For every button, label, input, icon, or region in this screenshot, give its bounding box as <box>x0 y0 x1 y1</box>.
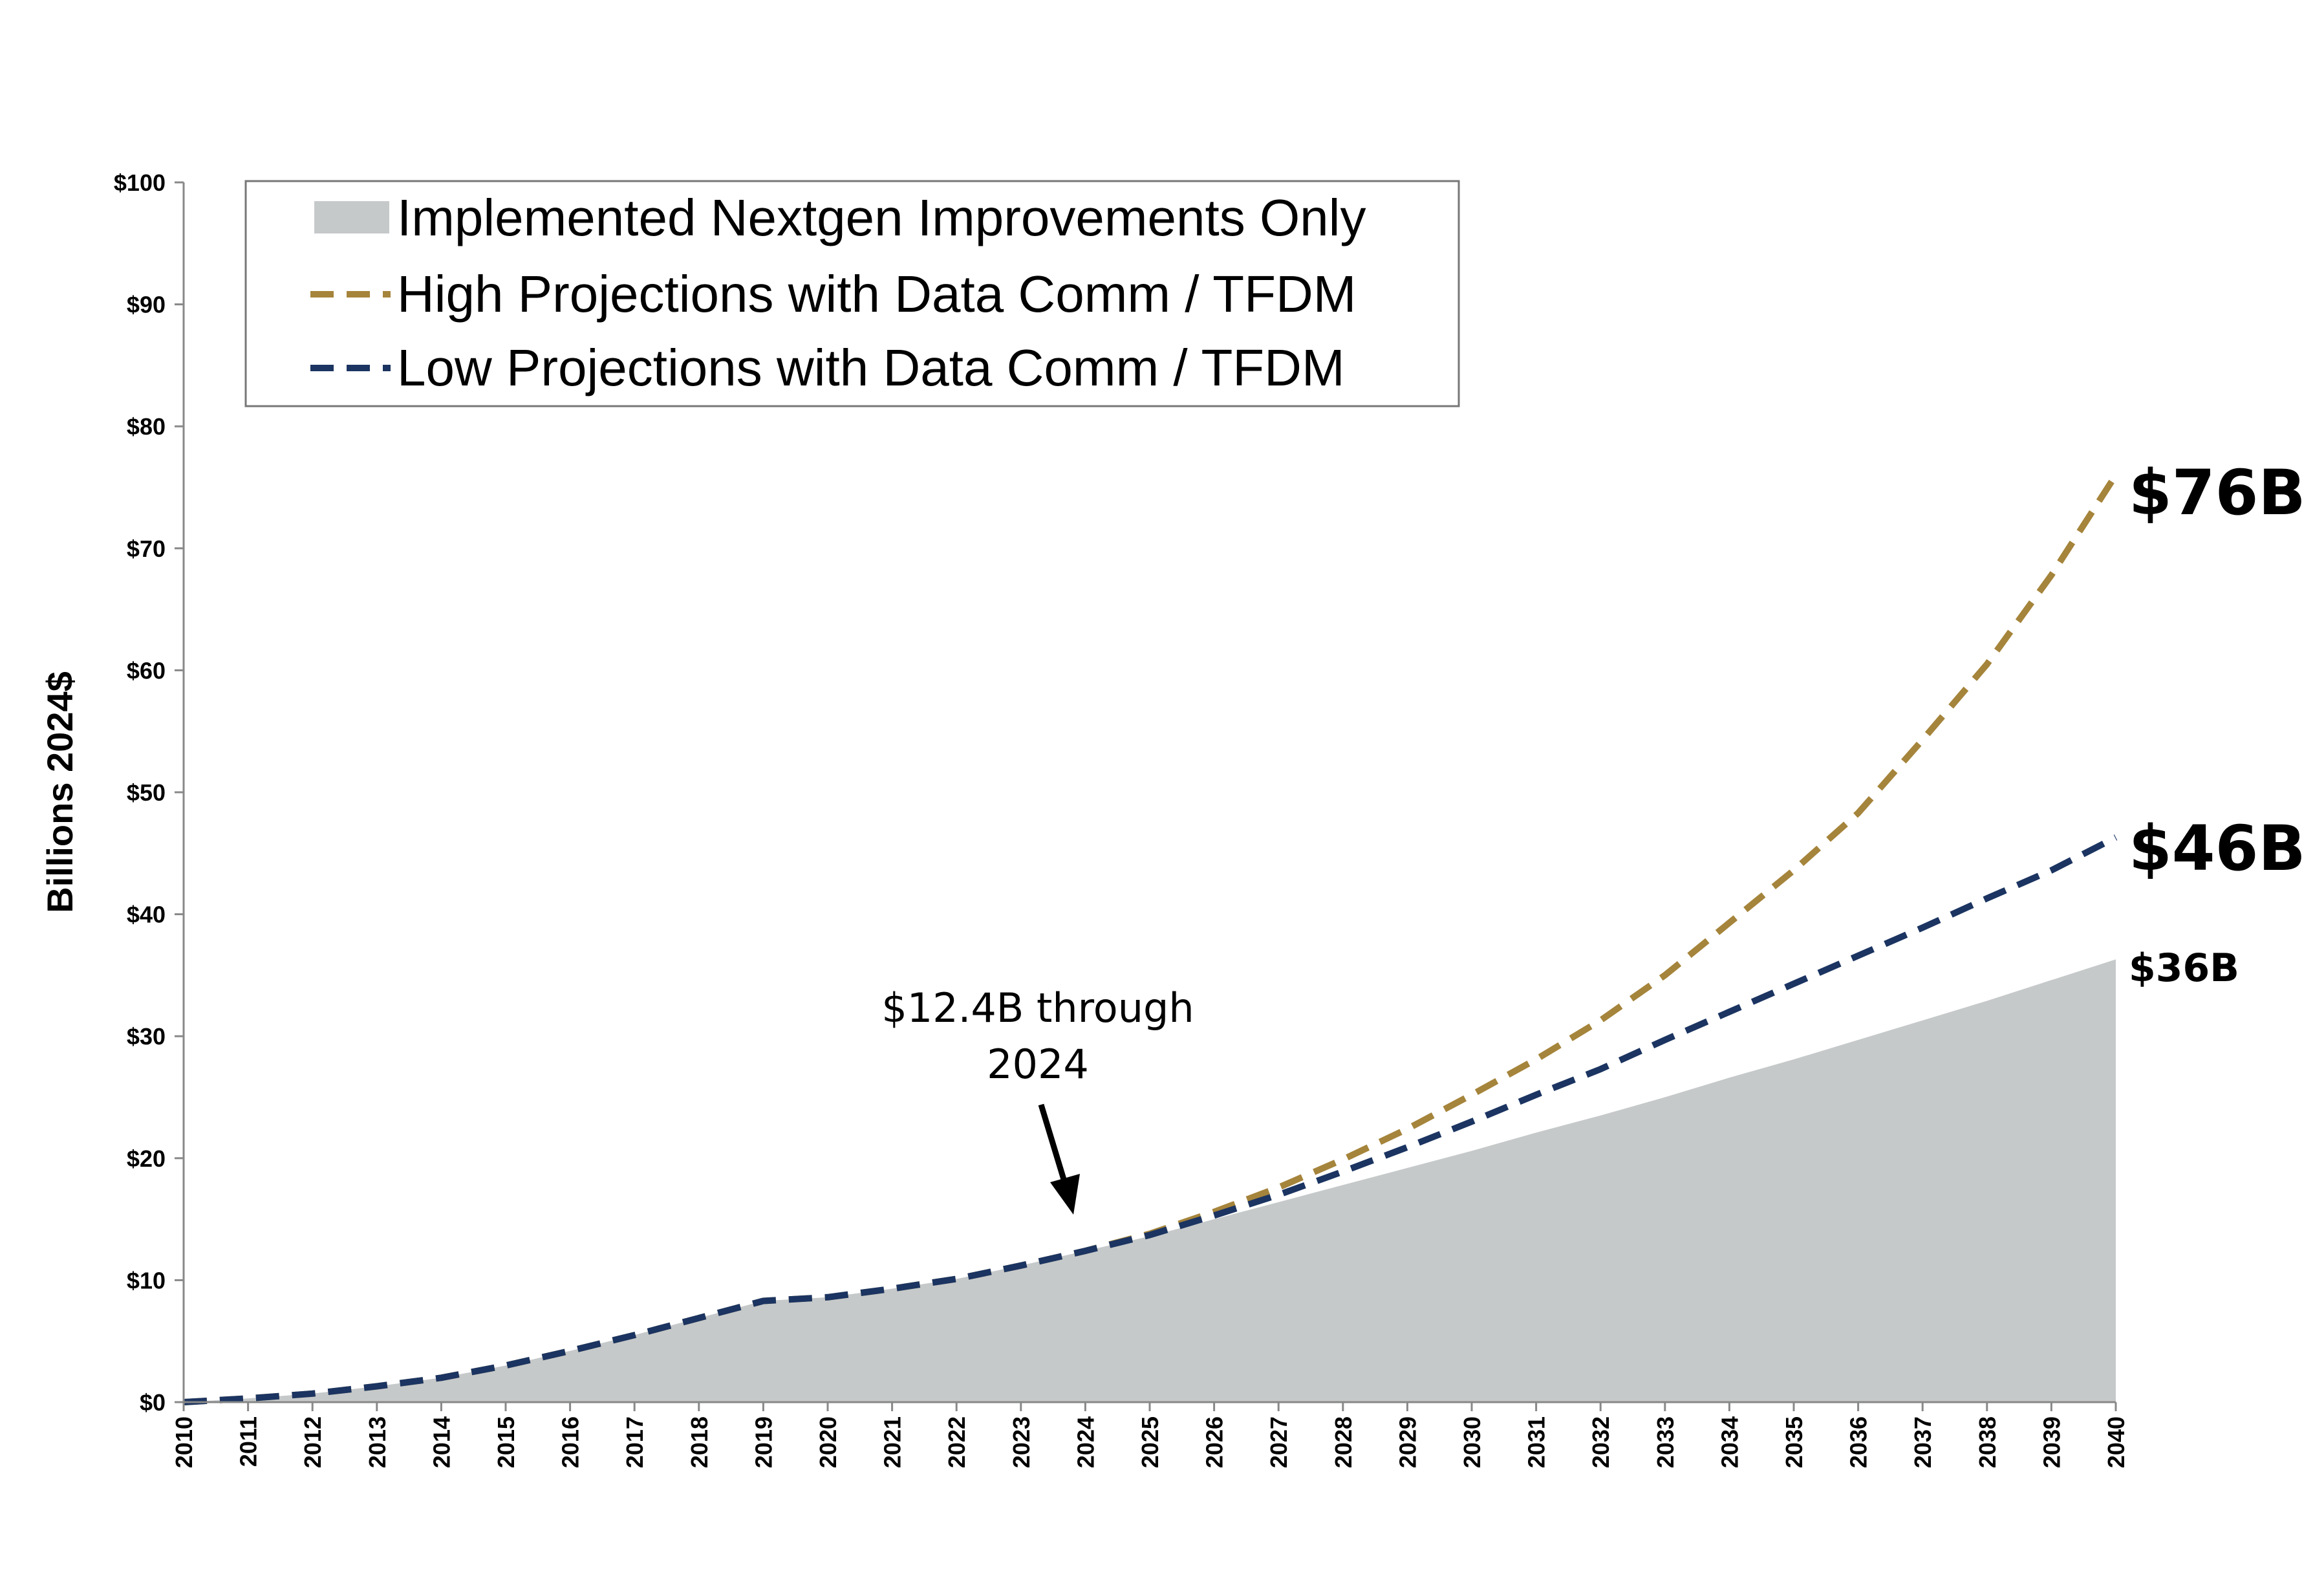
x-tick-label: 2015 <box>493 1416 519 1468</box>
x-tick-label: 2010 <box>171 1416 197 1468</box>
x-tick-label: 2032 <box>1587 1416 1614 1468</box>
x-tick-label: 2013 <box>364 1416 391 1468</box>
x-tick-label: 2022 <box>943 1416 970 1468</box>
legend-swatch-area <box>314 201 389 233</box>
x-tick-label: 2027 <box>1265 1416 1292 1468</box>
x-tick-label: 2031 <box>1523 1416 1550 1468</box>
y-tick-label: $70 <box>127 536 166 562</box>
line-layer <box>183 473 2119 1405</box>
legend-label-low: Low Projections with Data Comm / TFDM <box>397 339 1345 396</box>
y-axis-title: Billions 2024$ <box>39 671 80 913</box>
x-tick-label: 2028 <box>1330 1416 1357 1468</box>
x-tick-label: 2012 <box>299 1416 326 1468</box>
annotation-line-2: 2024 <box>987 1041 1089 1088</box>
annotation-arrow <box>1038 1103 1080 1215</box>
legend-frame <box>244 180 1460 407</box>
x-tick-label: 2021 <box>879 1416 906 1468</box>
y-axis-ticks: $0 $10 $20 $30 $40 $50 $60 $70 $80 $90 $100 <box>114 169 184 1416</box>
x-tick-label: 2024 <box>1072 1416 1099 1468</box>
annotation-line-1: $12.4B through <box>881 984 1194 1032</box>
x-axis-ticks: 2010 2011 2012 2013 2014 2015 2016 2017 2018 2019… <box>171 1402 2129 1468</box>
end-label-implemented: $36B <box>2129 946 2239 991</box>
x-tick-label: 2025 <box>1137 1416 1163 1468</box>
x-tick-label: 2020 <box>815 1416 841 1468</box>
y-tick-label: $80 <box>127 413 166 440</box>
end-label-low: $46B <box>2129 812 2306 885</box>
x-tick-label: 2023 <box>1008 1416 1035 1468</box>
x-tick-label: 2035 <box>1781 1416 1807 1468</box>
x-tick-label: 2039 <box>2038 1416 2065 1468</box>
x-tick-label: 2026 <box>1201 1416 1228 1468</box>
y-tick-label: $90 <box>127 292 166 318</box>
y-tick-label: $40 <box>127 902 166 928</box>
x-tick-label: 2014 <box>428 1416 455 1468</box>
x-tick-label: 2037 <box>1910 1416 1936 1468</box>
end-label-high: $76B <box>2129 457 2306 529</box>
legend-label-implemented: Implemented Nextgen Improvements Only <box>397 189 1366 246</box>
x-tick-label: 2011 <box>235 1416 262 1467</box>
y-tick-label: $60 <box>127 657 166 684</box>
y-tick-label: $50 <box>127 779 166 806</box>
area-layer <box>184 959 2116 1402</box>
y-tick-label: $10 <box>127 1267 166 1293</box>
series-area-implemented <box>184 959 2116 1402</box>
legend-label-high: High Projections with Data Comm / TFDM <box>397 265 1356 323</box>
x-tick-label: 2034 <box>1716 1416 1743 1468</box>
series-line-low <box>183 834 2118 1405</box>
x-tick-label: 2033 <box>1652 1416 1679 1468</box>
y-tick-label: $30 <box>127 1023 166 1050</box>
y-tick-label: $20 <box>127 1145 166 1172</box>
x-tick-label: 2038 <box>1974 1416 2001 1468</box>
legend: Implemented Nextgen Improvements Only Hi… <box>244 180 1460 407</box>
x-tick-label: 2030 <box>1459 1416 1485 1468</box>
y-tick-label: $100 <box>114 169 166 196</box>
x-tick-label: 2016 <box>557 1416 584 1468</box>
x-tick-label: 2040 <box>2103 1416 2129 1468</box>
y-tick-label: $0 <box>140 1389 166 1416</box>
x-tick-label: 2029 <box>1394 1416 1421 1468</box>
x-tick-label: 2019 <box>750 1416 777 1468</box>
x-tick-label: 2017 <box>621 1416 648 1468</box>
x-tick-label: 2036 <box>1845 1416 1872 1468</box>
x-tick-label: 2018 <box>686 1416 713 1468</box>
